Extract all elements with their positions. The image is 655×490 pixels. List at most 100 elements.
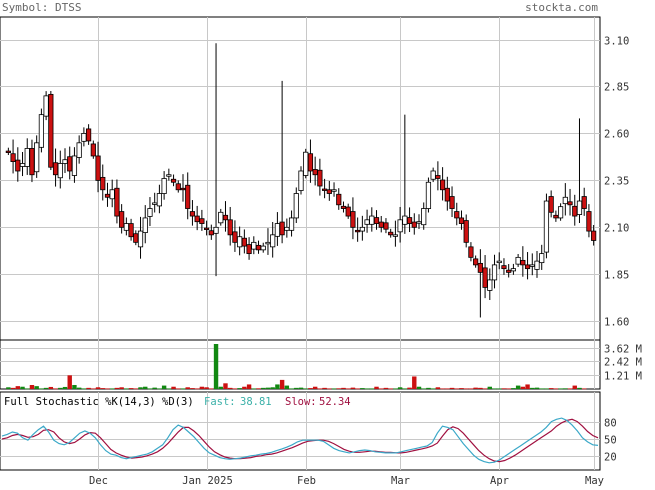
candle-body [506, 269, 512, 273]
candle-body [548, 196, 554, 213]
volume-bar [218, 386, 223, 389]
volume-bar [459, 388, 464, 389]
candle-body [576, 200, 583, 215]
volume-bar [251, 388, 256, 390]
candle-body [222, 214, 229, 221]
candle-body [369, 215, 375, 225]
volume-bar [322, 387, 327, 389]
candle-body [246, 244, 252, 255]
candle-body [539, 253, 545, 264]
candle-body [76, 142, 82, 158]
volume-bar [256, 388, 261, 390]
candle-body [251, 241, 257, 250]
candle-body [90, 143, 96, 157]
candle-body [29, 148, 35, 176]
volume-bar [539, 388, 544, 390]
volume-bar [317, 388, 323, 390]
candle-body [458, 217, 465, 224]
candle-body [81, 133, 87, 142]
candle-body [5, 150, 11, 153]
candle-body [491, 264, 498, 281]
candle-body [496, 260, 502, 264]
candle-body [185, 184, 191, 209]
candle-body [260, 245, 266, 251]
volume-bar [464, 388, 469, 390]
candle-body [307, 153, 314, 172]
candle-body [397, 219, 403, 233]
volume-bar [105, 388, 110, 390]
volume-bar [534, 387, 540, 389]
candle-body [543, 200, 550, 253]
x-axis-label: Feb [297, 475, 316, 486]
candle-body [463, 220, 469, 243]
volume-bar [346, 388, 351, 390]
candle-body [109, 189, 115, 200]
candle-body [24, 148, 30, 167]
candle-body [487, 279, 493, 291]
volume-bar [209, 388, 214, 390]
volume-bar [199, 386, 205, 389]
volume-bar [497, 388, 502, 390]
candle-body [203, 227, 210, 230]
volume-bar [515, 385, 521, 389]
candle-body [416, 221, 422, 224]
volume-bar [261, 387, 266, 389]
volume-bar [369, 388, 374, 390]
volume-bar [426, 387, 431, 389]
candle-body [123, 223, 129, 231]
volume-bar [388, 388, 393, 390]
candle-body [350, 211, 356, 228]
candle-body [237, 236, 243, 248]
volume-bar [492, 388, 497, 390]
volume-bar [473, 387, 478, 389]
candle-body [336, 193, 342, 206]
volume-bar [176, 388, 181, 390]
volume-bar [553, 388, 559, 390]
volume-bar [161, 385, 167, 389]
candle-body [591, 230, 597, 241]
volume-bar [449, 387, 455, 389]
candle-body [454, 211, 460, 219]
price-tick-label: 2.85 [604, 82, 629, 94]
volume-bar [180, 388, 186, 390]
candle-body [213, 226, 219, 234]
volume-bar [190, 388, 195, 389]
candle-body [449, 196, 455, 209]
slow-line [1, 418, 599, 463]
stochastic-lines [1, 417, 599, 464]
volume-bar [478, 387, 483, 389]
volume-bar [393, 388, 398, 390]
price-tick-label: 3.10 [604, 36, 629, 48]
volume-bar [124, 388, 129, 390]
symbol-label: Symbol: DTSS [2, 1, 81, 14]
candle-body [279, 221, 285, 236]
volume-bar [364, 388, 370, 390]
volume-bar [270, 387, 275, 389]
volume-bar [223, 383, 228, 389]
volume-bar [6, 387, 11, 389]
volume-bar [25, 388, 30, 390]
fast-label: Fast: [204, 396, 236, 408]
price-tick-label: 2.10 [604, 223, 629, 235]
volume-bar [440, 388, 445, 390]
candle-body [435, 175, 441, 179]
candle-body [86, 128, 92, 142]
volume-bar [412, 376, 417, 389]
candle-body [501, 265, 507, 270]
volume-bar [360, 388, 365, 389]
candle-body [95, 155, 101, 181]
candle-body [38, 114, 45, 148]
candle-body [15, 159, 21, 172]
candle-body [52, 162, 59, 176]
volume-bar [15, 386, 20, 389]
volume-bar [72, 385, 77, 389]
candle-body [293, 193, 299, 219]
volume-bar [147, 388, 153, 390]
volume-bar [445, 388, 450, 390]
candle-body [524, 264, 531, 270]
volume-bar [81, 388, 87, 390]
volume-bar [520, 386, 526, 389]
volume-bar [487, 386, 492, 389]
volume-bar [138, 387, 143, 389]
candle-body [473, 258, 479, 266]
